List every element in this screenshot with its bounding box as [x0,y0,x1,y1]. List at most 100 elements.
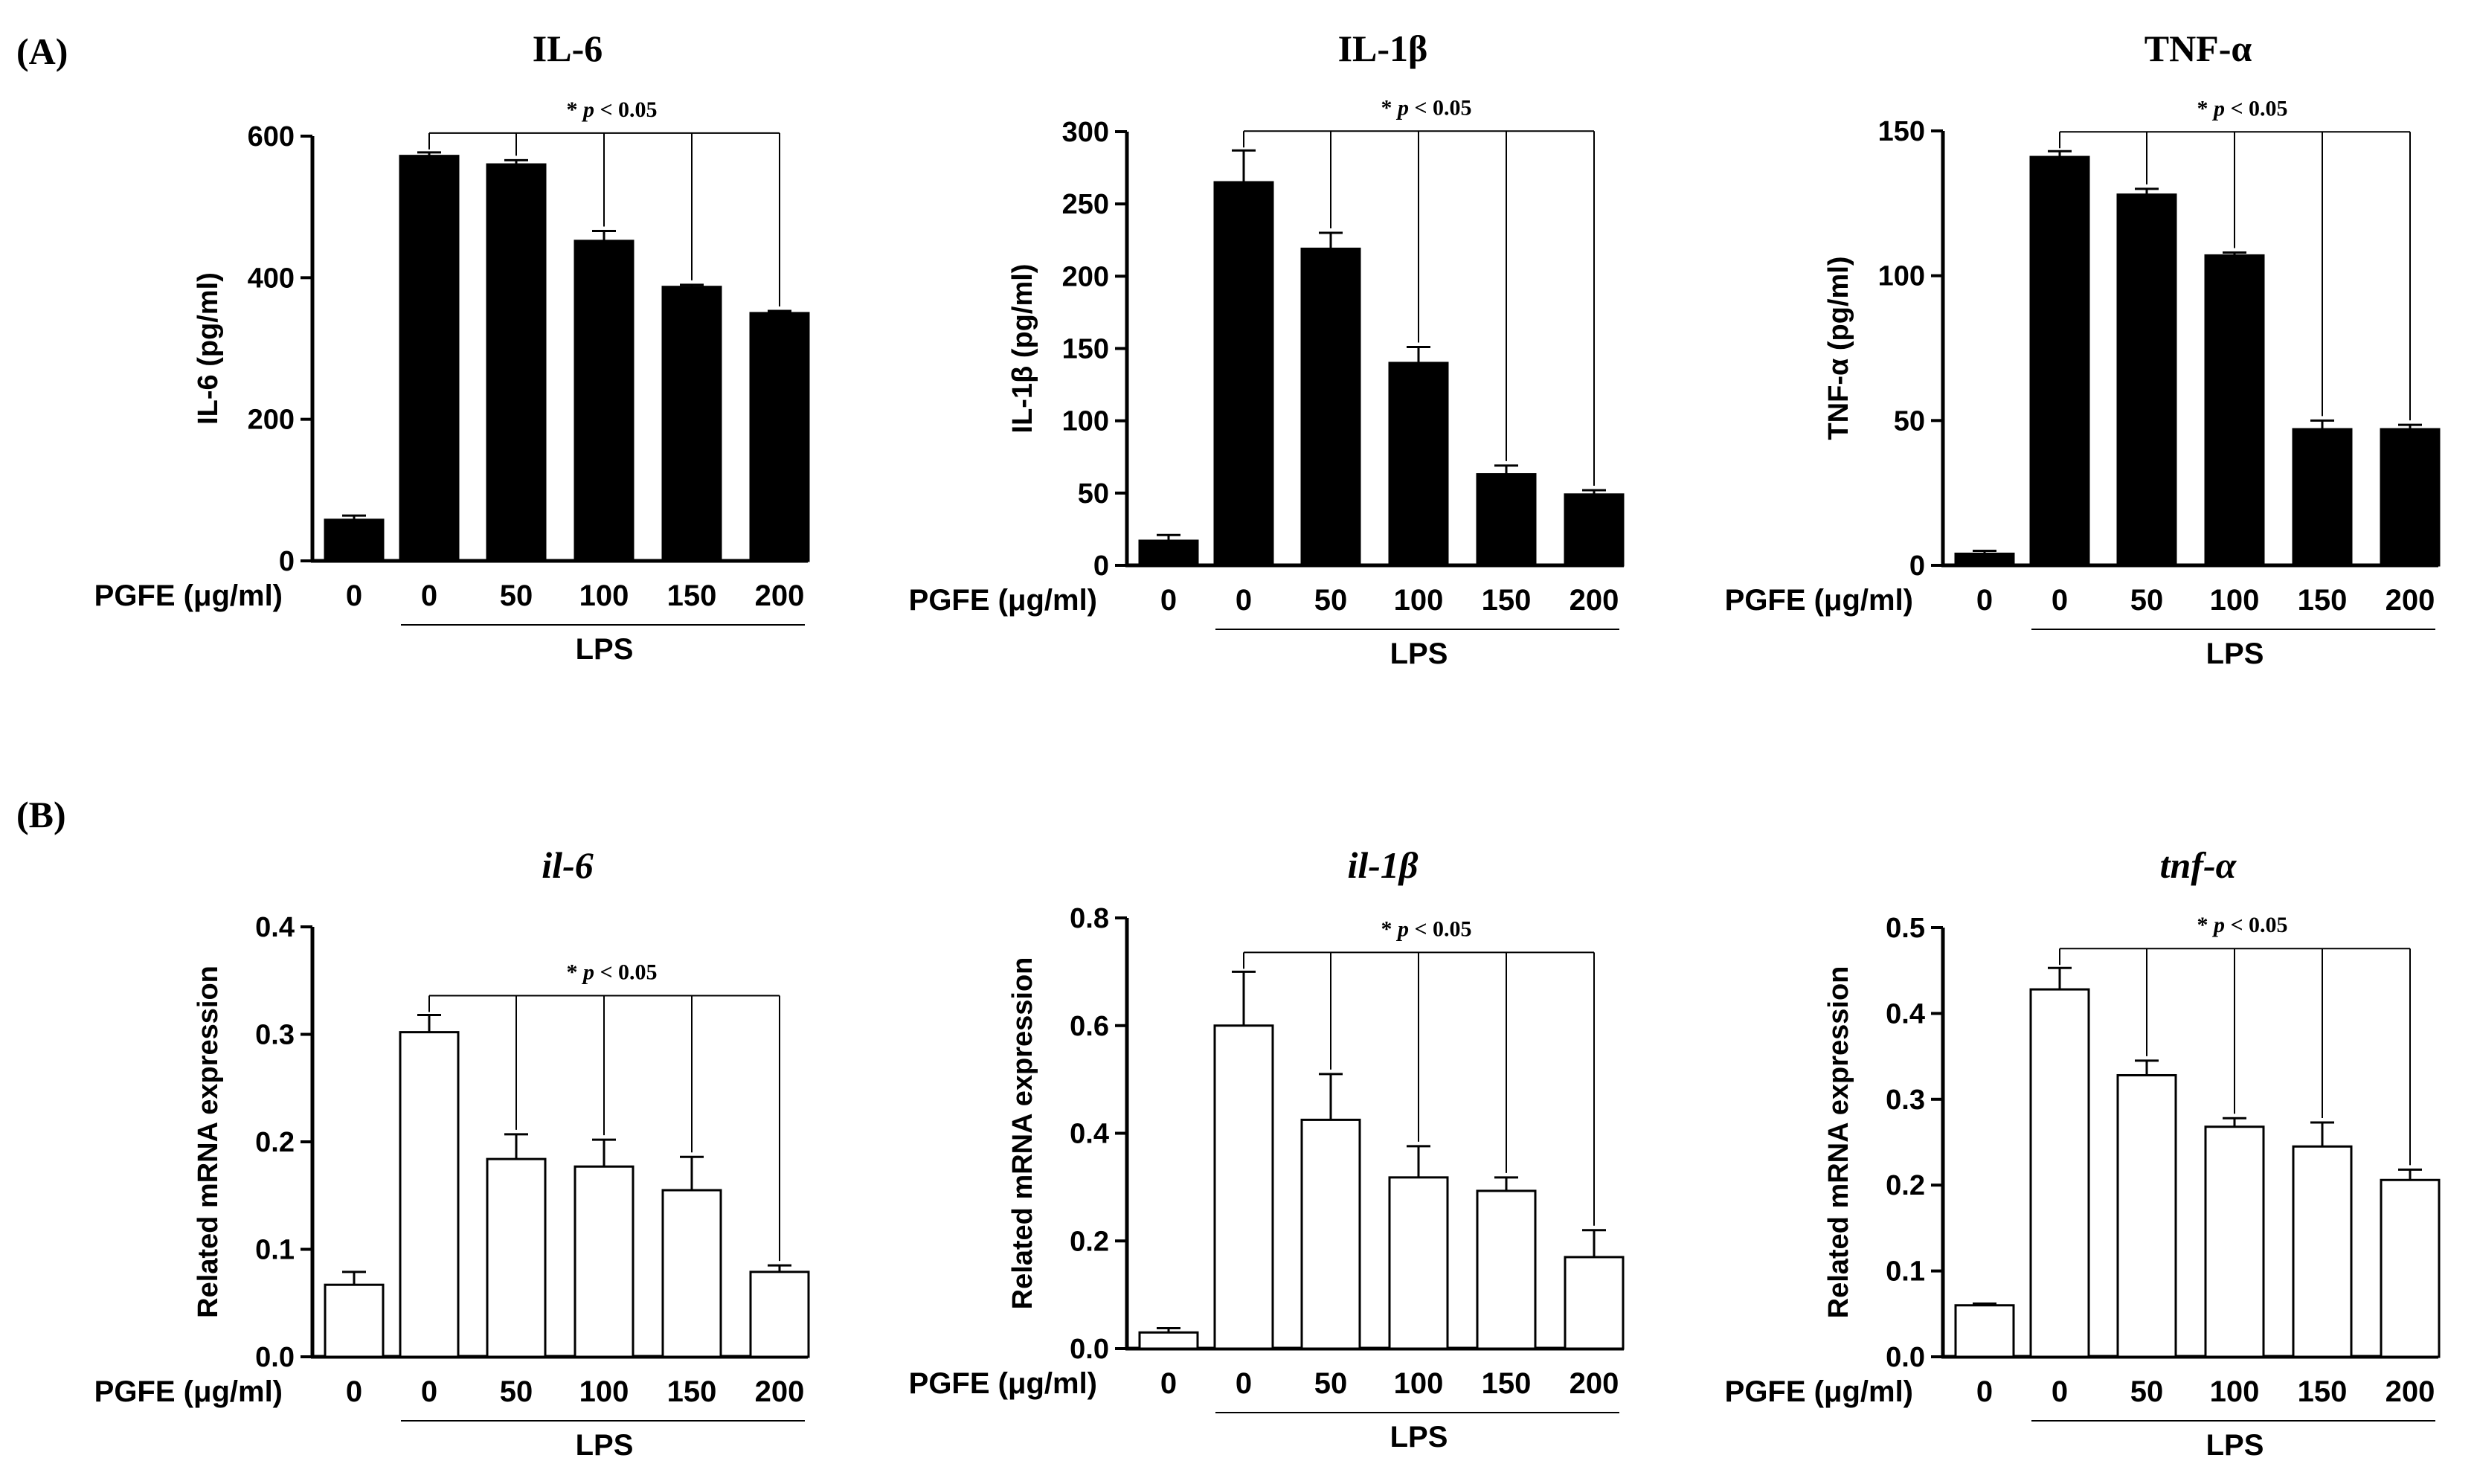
x-tick-label: 150 [1482,1367,1532,1400]
bar [2292,1145,2353,1358]
lps-label: LPS [1390,1421,1448,1454]
x-tick-label: 50 [500,579,533,612]
bar [661,1189,722,1358]
significance-label: * p < 0.05 [2197,913,2287,937]
significance-p: p [2211,96,2225,121]
significance-label: * p < 0.05 [1381,916,1471,941]
bar [399,155,460,562]
significance-threshold: < 0.05 [1409,95,1472,120]
y-tick-label: 0 [279,546,295,577]
y-tick-label: 0.4 [1886,998,1925,1030]
bar [2029,155,2090,567]
bar [1213,1024,1274,1350]
x-tick-label: 100 [579,579,629,612]
bar [749,312,810,562]
significance-star: * [566,97,583,122]
panel-label-a: (A) [16,30,68,72]
y-axis-title: TNF-α (pg/ml) [1823,256,1854,440]
x-tick-label: 100 [579,1375,629,1408]
x-tick-label: 50 [500,1375,533,1408]
y-tick-label: 400 [248,263,295,294]
x-tick-label: 100 [1394,1367,1444,1400]
x-axis-title: PGFE (μg/ml) [909,584,1097,617]
x-tick-label: 0 [1976,584,1993,617]
significance-star: * [2197,96,2214,121]
significance-threshold: < 0.05 [594,97,658,122]
y-tick-label: 50 [1078,478,1109,510]
chart-4: il-1β 0.0 0.2 0.4 0.6 0.8 Related mRNA express… [909,844,1625,1454]
x-tick-label: 0 [2052,1375,2068,1408]
bar [1564,1256,1625,1350]
x-tick-label: 100 [2210,584,2260,617]
y-axis-title: Related mRNA expression [1007,957,1038,1310]
x-tick-label: 0 [1976,1375,1993,1408]
bar [661,286,722,562]
x-tick-label: 200 [755,1375,805,1408]
significance-threshold: < 0.05 [594,960,658,984]
y-tick-label: 0.1 [255,1235,295,1266]
bar [2380,1178,2441,1358]
bar [1476,1189,1537,1350]
y-tick-label: 100 [1062,406,1109,437]
x-tick-label: 0 [1160,1367,1177,1400]
y-tick-label: 0.2 [1886,1170,1925,1201]
y-tick-label: 50 [1894,405,1925,437]
y-tick-label: 300 [1062,117,1109,148]
y-axis-title: IL-1β (pg/ml) [1007,264,1038,434]
lps-label: LPS [2206,637,2264,670]
y-tick-label: 100 [1878,261,1925,292]
bar [2380,428,2441,567]
x-axis-title: PGFE (μg/ml) [909,1367,1097,1400]
bar [1476,473,1537,567]
x-tick-label: 100 [2210,1375,2260,1408]
x-tick-label: 0 [421,579,437,612]
x-tick-label: 50 [2130,584,2164,617]
x-tick-label: 200 [2386,584,2435,617]
x-tick-label: 50 [1314,1367,1348,1400]
y-tick-label: 200 [1062,261,1109,292]
bar [486,1157,547,1358]
charts-group: IL-6 0 200 400 600 IL-6 (pg/ml) 0 0 50 100 150 200 P… [94,28,2441,1462]
significance-star: * [1381,916,1398,941]
y-tick-label: 0.0 [255,1342,295,1373]
lps-label: LPS [576,633,634,666]
bar [2116,193,2177,567]
bar [2029,988,2090,1358]
x-tick-label: 0 [2052,584,2068,617]
bar [324,518,385,562]
chart-2: TNF-α 0 50 100 150 TNF-α (pg/ml) 0 0 50 100 150 200… [1725,28,2441,670]
y-axis-title: IL-6 (pg/ml) [193,272,224,425]
x-tick-label: 200 [1570,584,1619,617]
significance-threshold: < 0.05 [1409,916,1472,941]
y-tick-label: 0.2 [255,1127,295,1158]
x-axis-title: PGFE (μg/ml) [94,579,283,612]
significance-label: * p < 0.05 [1381,95,1471,120]
chart-title: TNF-α [2145,28,2252,69]
chart-0: IL-6 0 200 400 600 IL-6 (pg/ml) 0 0 50 100 150 200 P… [94,28,810,666]
x-axis-title: PGFE (μg/ml) [94,1375,283,1408]
x-tick-label: 150 [667,579,717,612]
bar [574,240,634,562]
x-tick-label: 200 [2386,1375,2435,1408]
x-axis-title: PGFE (μg/ml) [1725,1375,1913,1408]
bar [2116,1073,2177,1358]
significance-label: * p < 0.05 [2197,96,2287,121]
lps-label: LPS [576,1429,634,1462]
significance-label: * p < 0.05 [566,97,657,122]
significance-star: * [2197,913,2214,937]
bar [399,1031,460,1358]
chart-1: IL-1β 0 50 100 150 200 250 300 IL-1β (pg/ml) 0 0 50… [909,28,1625,670]
significance-star: * [1381,95,1398,120]
y-tick-label: 150 [1878,116,1925,147]
x-tick-label: 0 [346,579,362,612]
y-tick-label: 0.5 [1886,913,1925,944]
y-tick-label: 200 [248,405,295,436]
significance-p: p [1395,95,1409,120]
x-tick-label: 0 [346,1375,362,1408]
x-tick-label: 200 [755,579,805,612]
y-axis-title: Related mRNA expression [193,966,224,1318]
y-tick-label: 150 [1062,334,1109,365]
significance-star: * [566,960,583,984]
